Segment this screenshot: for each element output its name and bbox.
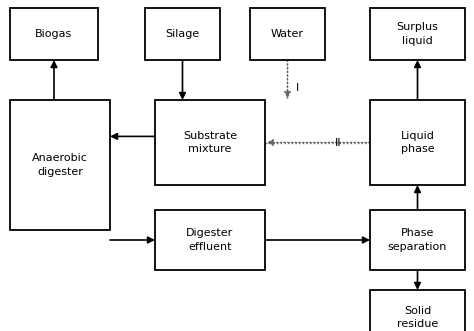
Text: Substrate
mixture: Substrate mixture bbox=[183, 131, 237, 154]
Bar bbox=[10, 8, 98, 60]
Text: Surplus
liquid: Surplus liquid bbox=[397, 23, 438, 46]
Bar bbox=[370, 8, 465, 60]
Bar bbox=[370, 290, 465, 331]
Bar bbox=[250, 8, 325, 60]
Text: Liquid
phase: Liquid phase bbox=[401, 131, 435, 154]
Text: Biogas: Biogas bbox=[36, 29, 73, 39]
Bar bbox=[10, 100, 110, 230]
Text: Phase
separation: Phase separation bbox=[388, 228, 447, 252]
Text: Solid
residue: Solid residue bbox=[397, 306, 438, 329]
Text: Silage: Silage bbox=[165, 29, 200, 39]
Text: Water: Water bbox=[271, 29, 304, 39]
Bar bbox=[155, 100, 265, 185]
Bar bbox=[370, 210, 465, 270]
Text: I: I bbox=[296, 83, 300, 93]
Bar bbox=[155, 210, 265, 270]
Bar bbox=[370, 100, 465, 185]
Text: II: II bbox=[335, 138, 341, 148]
Text: Digester
effluent: Digester effluent bbox=[186, 228, 234, 252]
Text: Anaerobic
digester: Anaerobic digester bbox=[32, 153, 88, 177]
Bar bbox=[145, 8, 220, 60]
